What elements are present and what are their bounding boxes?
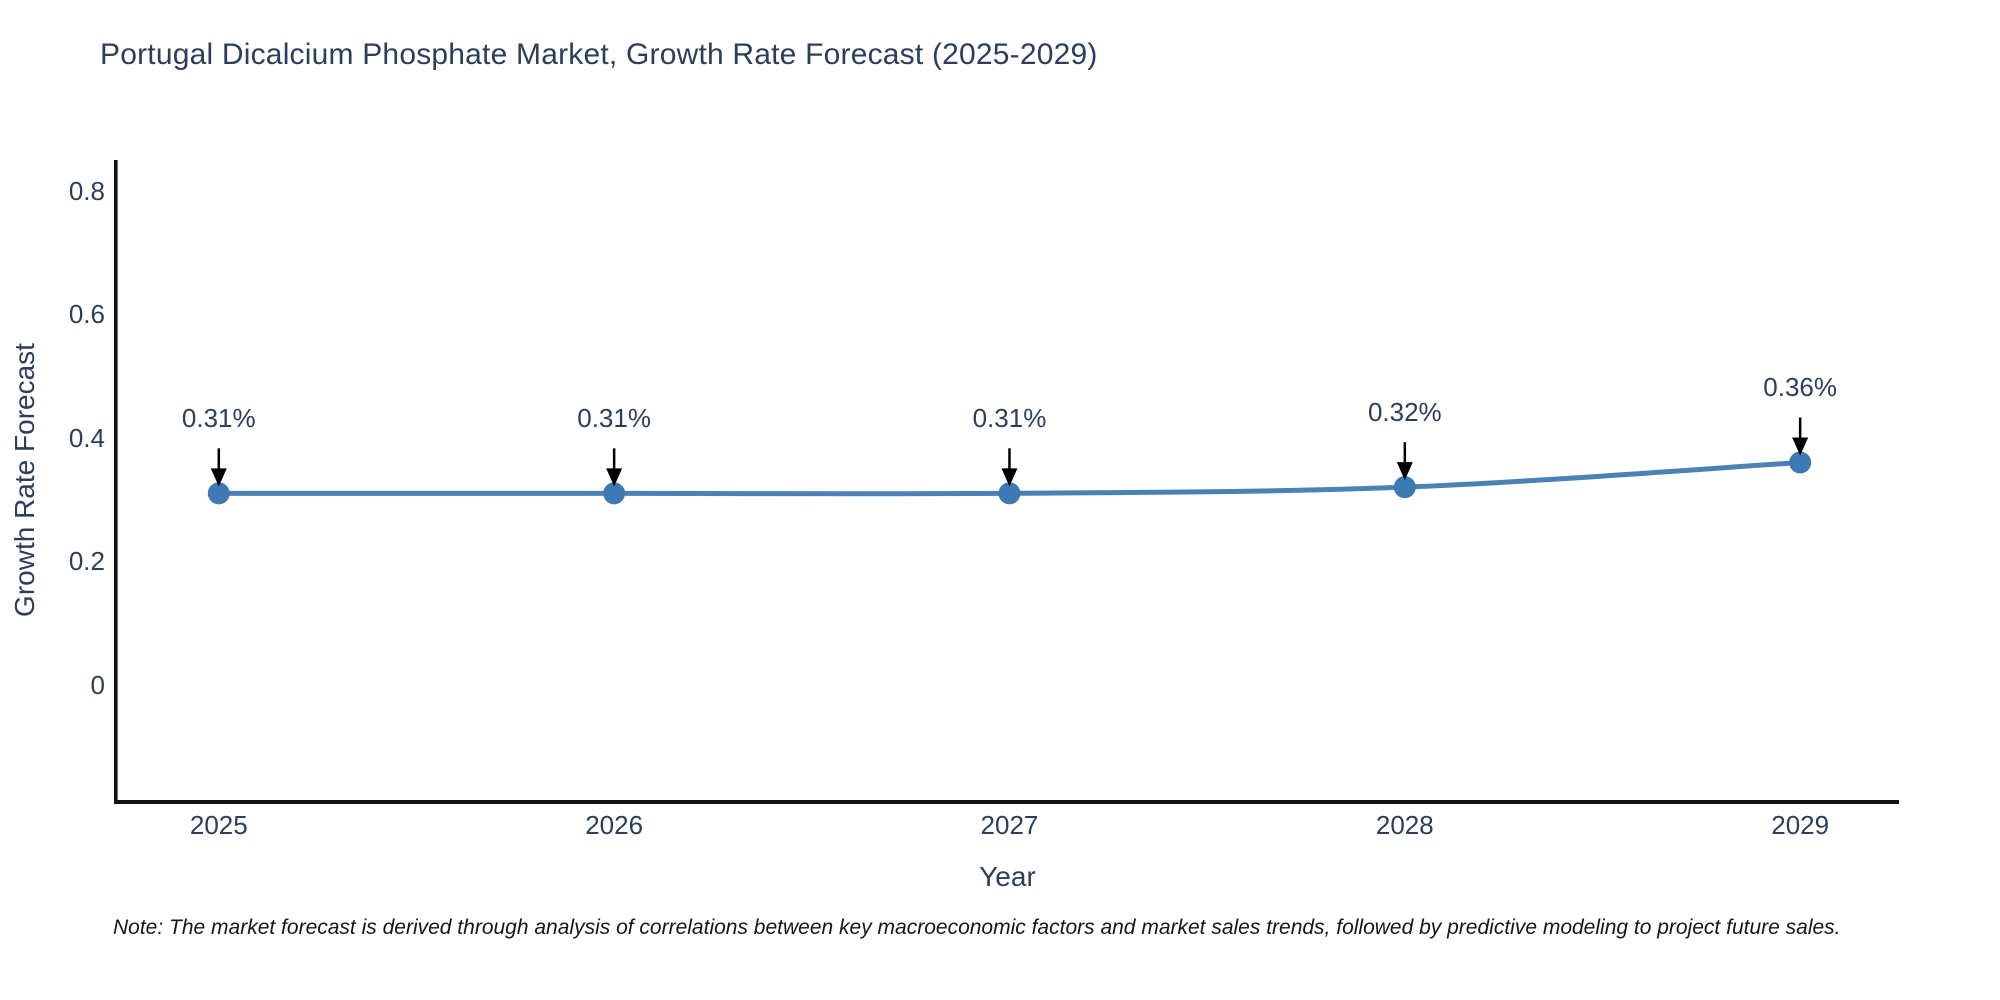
x-axis-title: Year bbox=[979, 861, 1036, 892]
data-point bbox=[207, 482, 230, 505]
annotation-arrow-head bbox=[1792, 437, 1809, 456]
y-axis-spine bbox=[114, 160, 118, 804]
annotation-arrow-head bbox=[1396, 462, 1413, 481]
annotation-arrow-head bbox=[606, 468, 623, 487]
chart-note: Note: The market forecast is derived thr… bbox=[113, 916, 1841, 939]
x-axis-spine bbox=[114, 800, 1899, 804]
data-point bbox=[1393, 476, 1416, 499]
chart-title: Portugal Dicalcium Phosphate Market, Gro… bbox=[100, 38, 1098, 71]
data-point bbox=[1789, 451, 1812, 474]
data-point bbox=[603, 482, 626, 505]
annotation-arrow-head bbox=[1001, 468, 1018, 487]
data-point bbox=[998, 482, 1021, 505]
annotation-arrow-head bbox=[210, 468, 227, 487]
